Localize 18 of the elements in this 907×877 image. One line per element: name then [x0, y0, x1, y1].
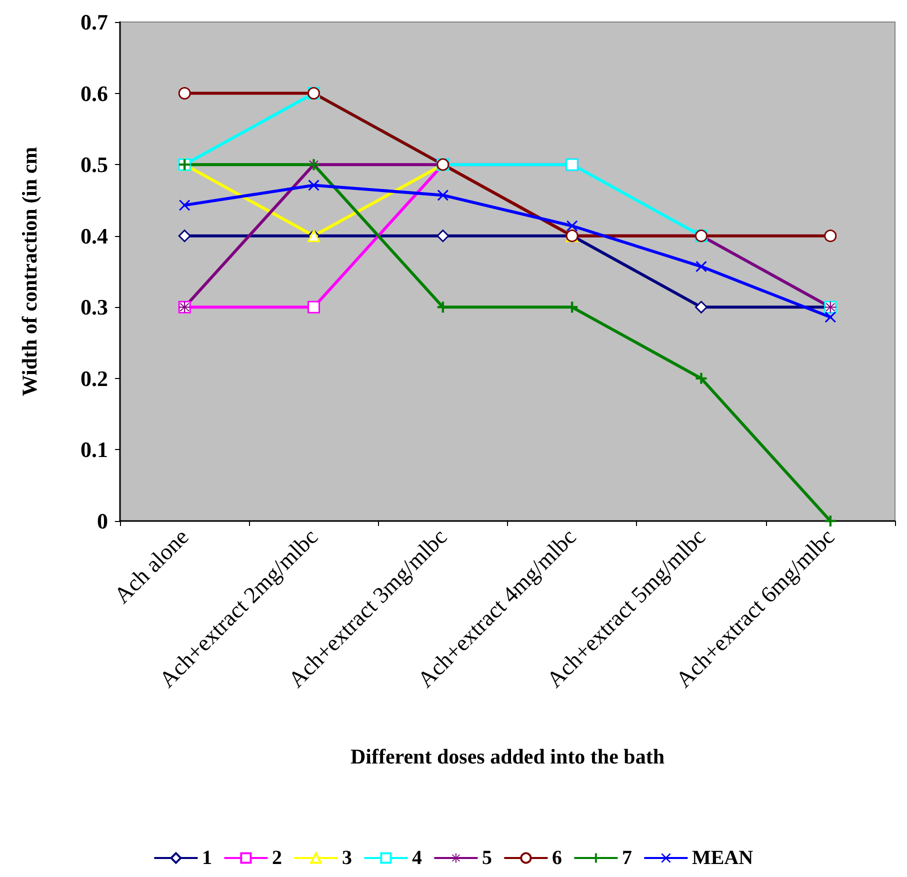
y-tick-label: 0.5	[80, 152, 108, 178]
y-tick-label: 0.2	[80, 366, 108, 391]
y-tick-label: 0.7	[80, 10, 108, 34]
y-tick-label: 0.1	[80, 437, 108, 462]
y-tick-label: 0	[97, 508, 108, 534]
legend-label: 4	[412, 847, 422, 869]
y-axis-title: Width of contraction (in cm	[18, 146, 42, 396]
legend-label: 6	[552, 847, 562, 869]
legend-label: 7	[622, 847, 632, 869]
legend-label: 1	[202, 847, 212, 869]
x-axis-title: Different doses added into the bath	[350, 744, 665, 768]
y-tick-label: 0.6	[80, 80, 108, 106]
legend-label: 2	[272, 847, 282, 869]
legend-label: MEAN	[692, 847, 754, 869]
legend-label: 3	[342, 847, 352, 869]
legend-label: 5	[482, 847, 492, 869]
y-tick-label: 0.4	[80, 223, 108, 248]
y-tick-label: 0.3	[80, 294, 108, 320]
